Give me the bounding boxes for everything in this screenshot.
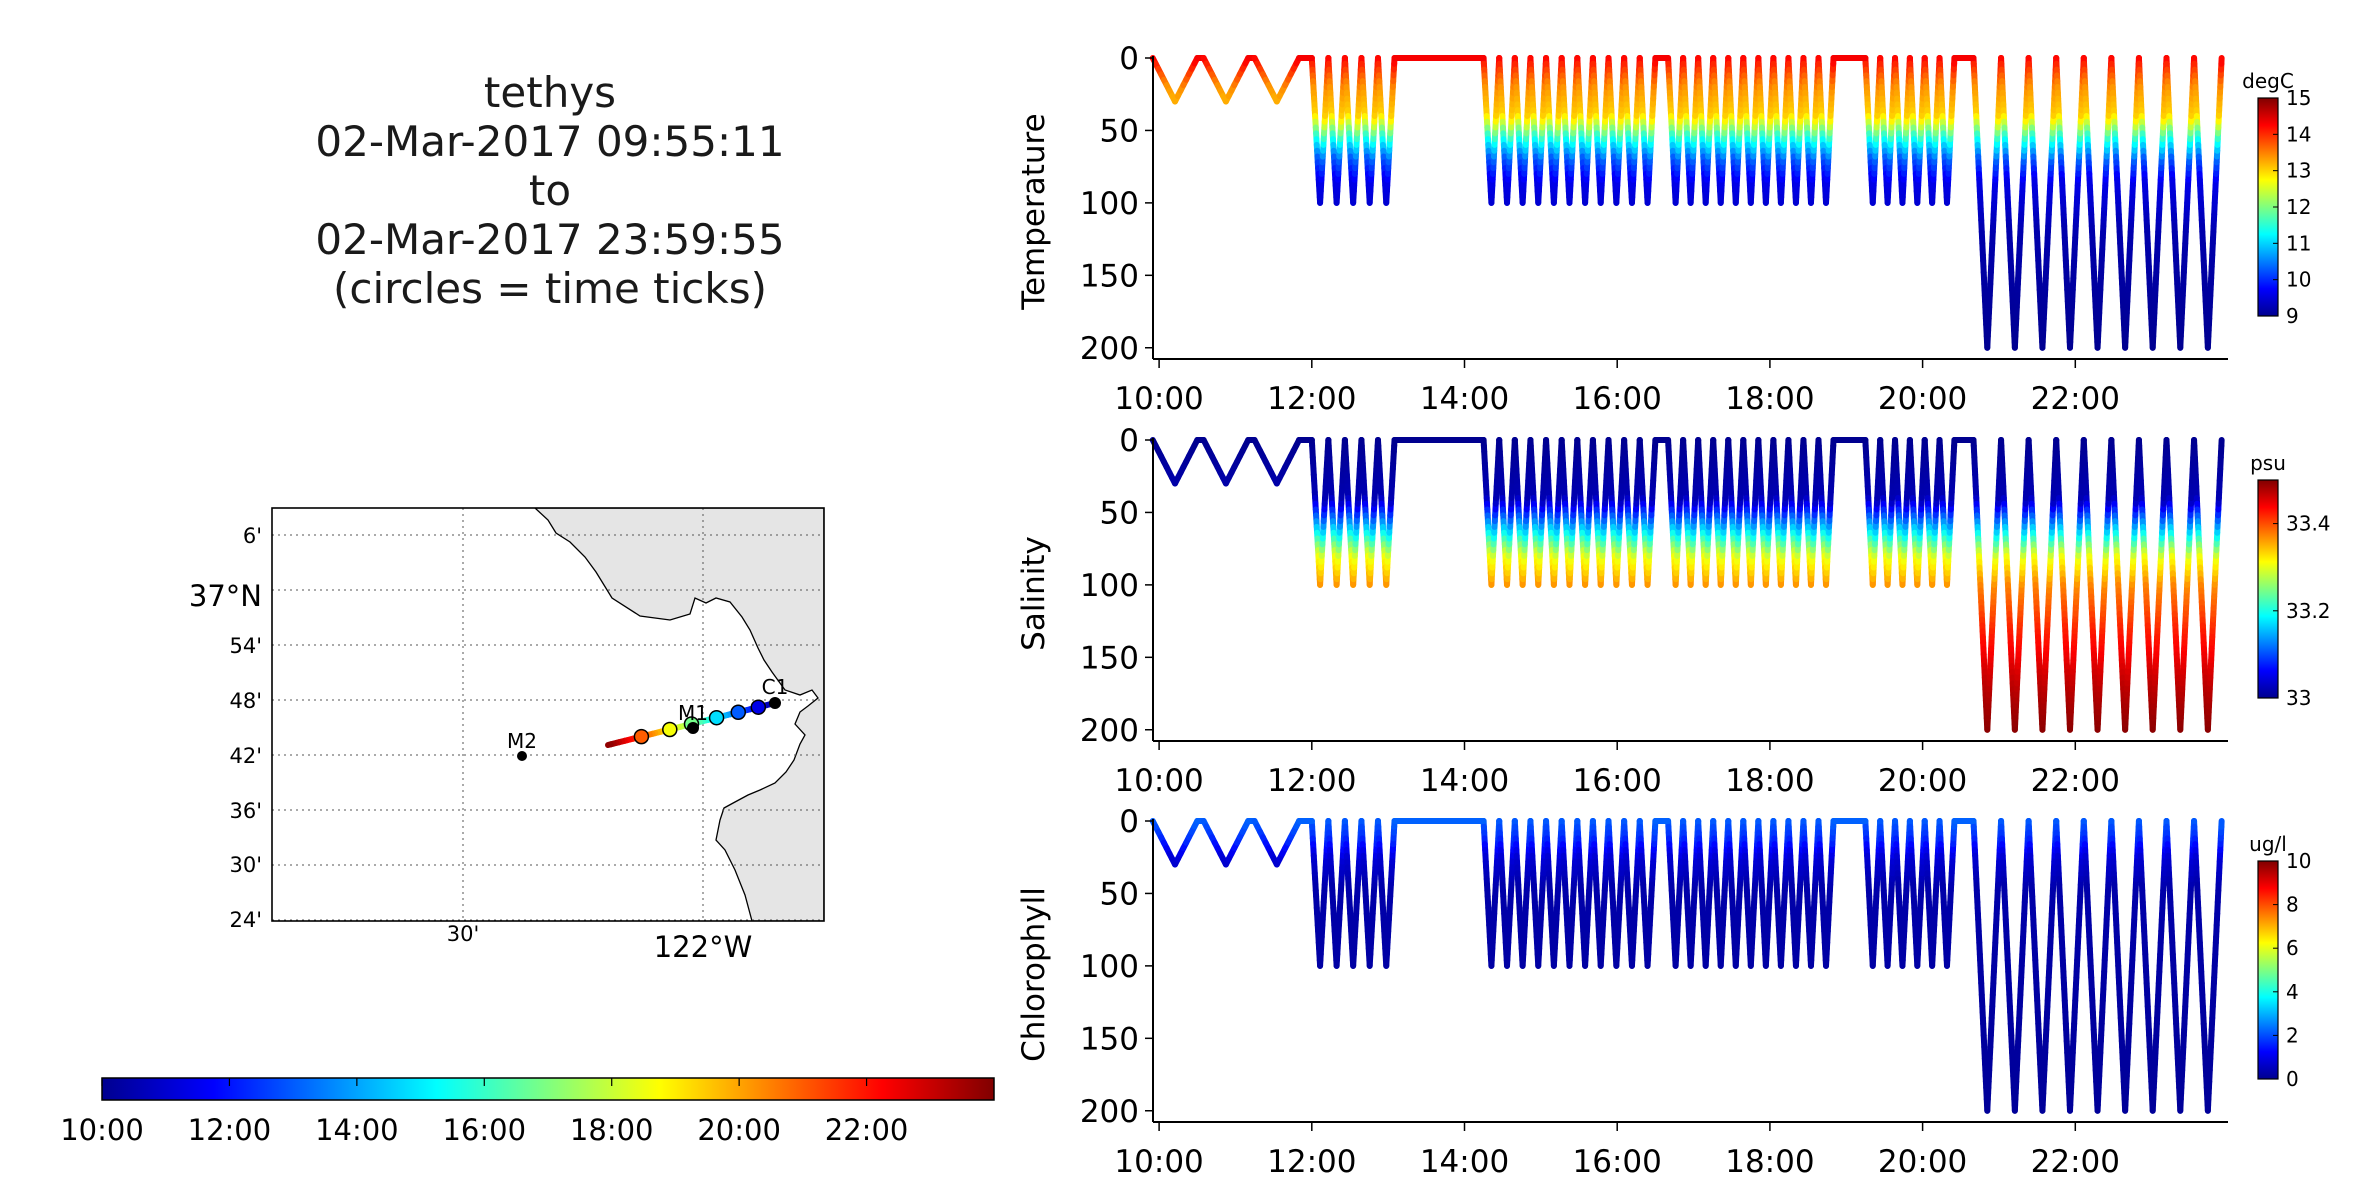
time-tick-circle — [708, 709, 725, 726]
lon-tick-122w: 122°W — [654, 930, 753, 964]
figure-title-to: to — [528, 166, 572, 215]
figure-title-platform: tethys — [483, 68, 617, 117]
mooring-m2-label: M2 — [507, 729, 537, 753]
profile-panels: 0 50 100 150 200 10:00 12:00 14:00 16:00 18:00 20:… — [1016, 41, 2331, 1180]
time-tick-circle — [633, 728, 650, 745]
colorbar-tick-label: 14 — [2286, 122, 2311, 146]
time-tick-circle — [730, 704, 747, 720]
y-tick-label: 150 — [1080, 258, 1139, 294]
time-colorbar-tick-label: 22:00 — [825, 1113, 909, 1147]
colorbar-tick-label: 13 — [2286, 159, 2311, 183]
lat-tick-48: 48' — [230, 689, 263, 713]
lat-tick-54: 54' — [230, 634, 263, 658]
figure-title-note: (circles = time ticks) — [333, 264, 767, 313]
time-colorbar-ticks: 10:00 12:00 14:00 16:00 18:00 20:00 22:00 — [60, 1078, 908, 1147]
track-map: 6' 37°N 54' 48' 42' 36' 30' 24' 30' 122°… — [189, 507, 825, 964]
lat-tick-42: 42' — [230, 744, 263, 768]
x-tick-label: 22:00 — [2031, 381, 2120, 417]
y-axis-label: Temperature — [1016, 113, 1052, 310]
panel-temperature: 0 50 100 150 200 10:00 12:00 14:00 16:00 18:00 20:… — [1016, 41, 2311, 417]
lat-tick-6: 6' — [243, 524, 262, 548]
time-colorbar-tick-label: 10:00 — [60, 1113, 144, 1147]
colorbar-tick-label: 11 — [2286, 231, 2311, 255]
mooring-m1-marker — [687, 722, 699, 734]
y-tick-label: 0 — [1119, 41, 1139, 77]
map-frame — [271, 507, 825, 922]
lat-tick-24: 24' — [230, 908, 263, 932]
colorbar-tick-label: 9 — [2286, 304, 2299, 328]
map-gridlines — [272, 508, 824, 921]
x-tick-label: 20:00 — [1878, 381, 1967, 417]
coastline-land — [534, 508, 824, 921]
x-tick-label: 14:00 — [1420, 381, 1509, 417]
lat-tick-37n: 37°N — [189, 579, 262, 613]
lon-tick-30: 30' — [447, 922, 480, 946]
lat-tick-30: 30' — [230, 853, 263, 877]
time-tick-circle — [750, 699, 767, 715]
y-tick-label: 200 — [1080, 331, 1139, 367]
x-tick-label: 12:00 — [1267, 381, 1356, 417]
mooring-m1-label: M1 — [678, 701, 708, 725]
mooring-m2-marker — [517, 751, 527, 761]
x-tick-label: 18:00 — [1725, 381, 1814, 417]
colorbar-tick-label: 15 — [2286, 86, 2311, 110]
time-colorbar-bar — [101, 1077, 995, 1101]
time-colorbar-tick-label: 16:00 — [442, 1113, 526, 1147]
y-tick-label: 100 — [1080, 186, 1139, 222]
x-tick-label: 10:00 — [1114, 381, 1203, 417]
time-colorbar-tick-label: 12:00 — [188, 1113, 272, 1147]
time-colorbar-tick-label: 18:00 — [570, 1113, 654, 1147]
mooring-c1-marker — [769, 697, 781, 709]
track-segment — [605, 741, 614, 748]
time-colorbar-tick-label: 14:00 — [315, 1113, 399, 1147]
mooring-c1-label: C1 — [762, 675, 789, 699]
time-colorbar-tick-label: 20:00 — [697, 1113, 781, 1147]
figure-title-start-time: 02-Mar-2017 09:55:11 — [315, 117, 785, 166]
colorbar-tick-label: 12 — [2286, 195, 2311, 219]
colorbar-tick-label: 10 — [2286, 268, 2311, 292]
time-colorbar: 10:00 12:00 14:00 16:00 18:00 20:00 22:00 — [60, 1077, 995, 1147]
time-tick-circle — [662, 721, 678, 738]
y-tick-label: 50 — [1100, 113, 1139, 149]
x-tick-label: 16:00 — [1573, 381, 1662, 417]
figure-title-end-time: 02-Mar-2017 23:59:55 — [315, 215, 785, 264]
lat-tick-36: 36' — [230, 799, 263, 823]
